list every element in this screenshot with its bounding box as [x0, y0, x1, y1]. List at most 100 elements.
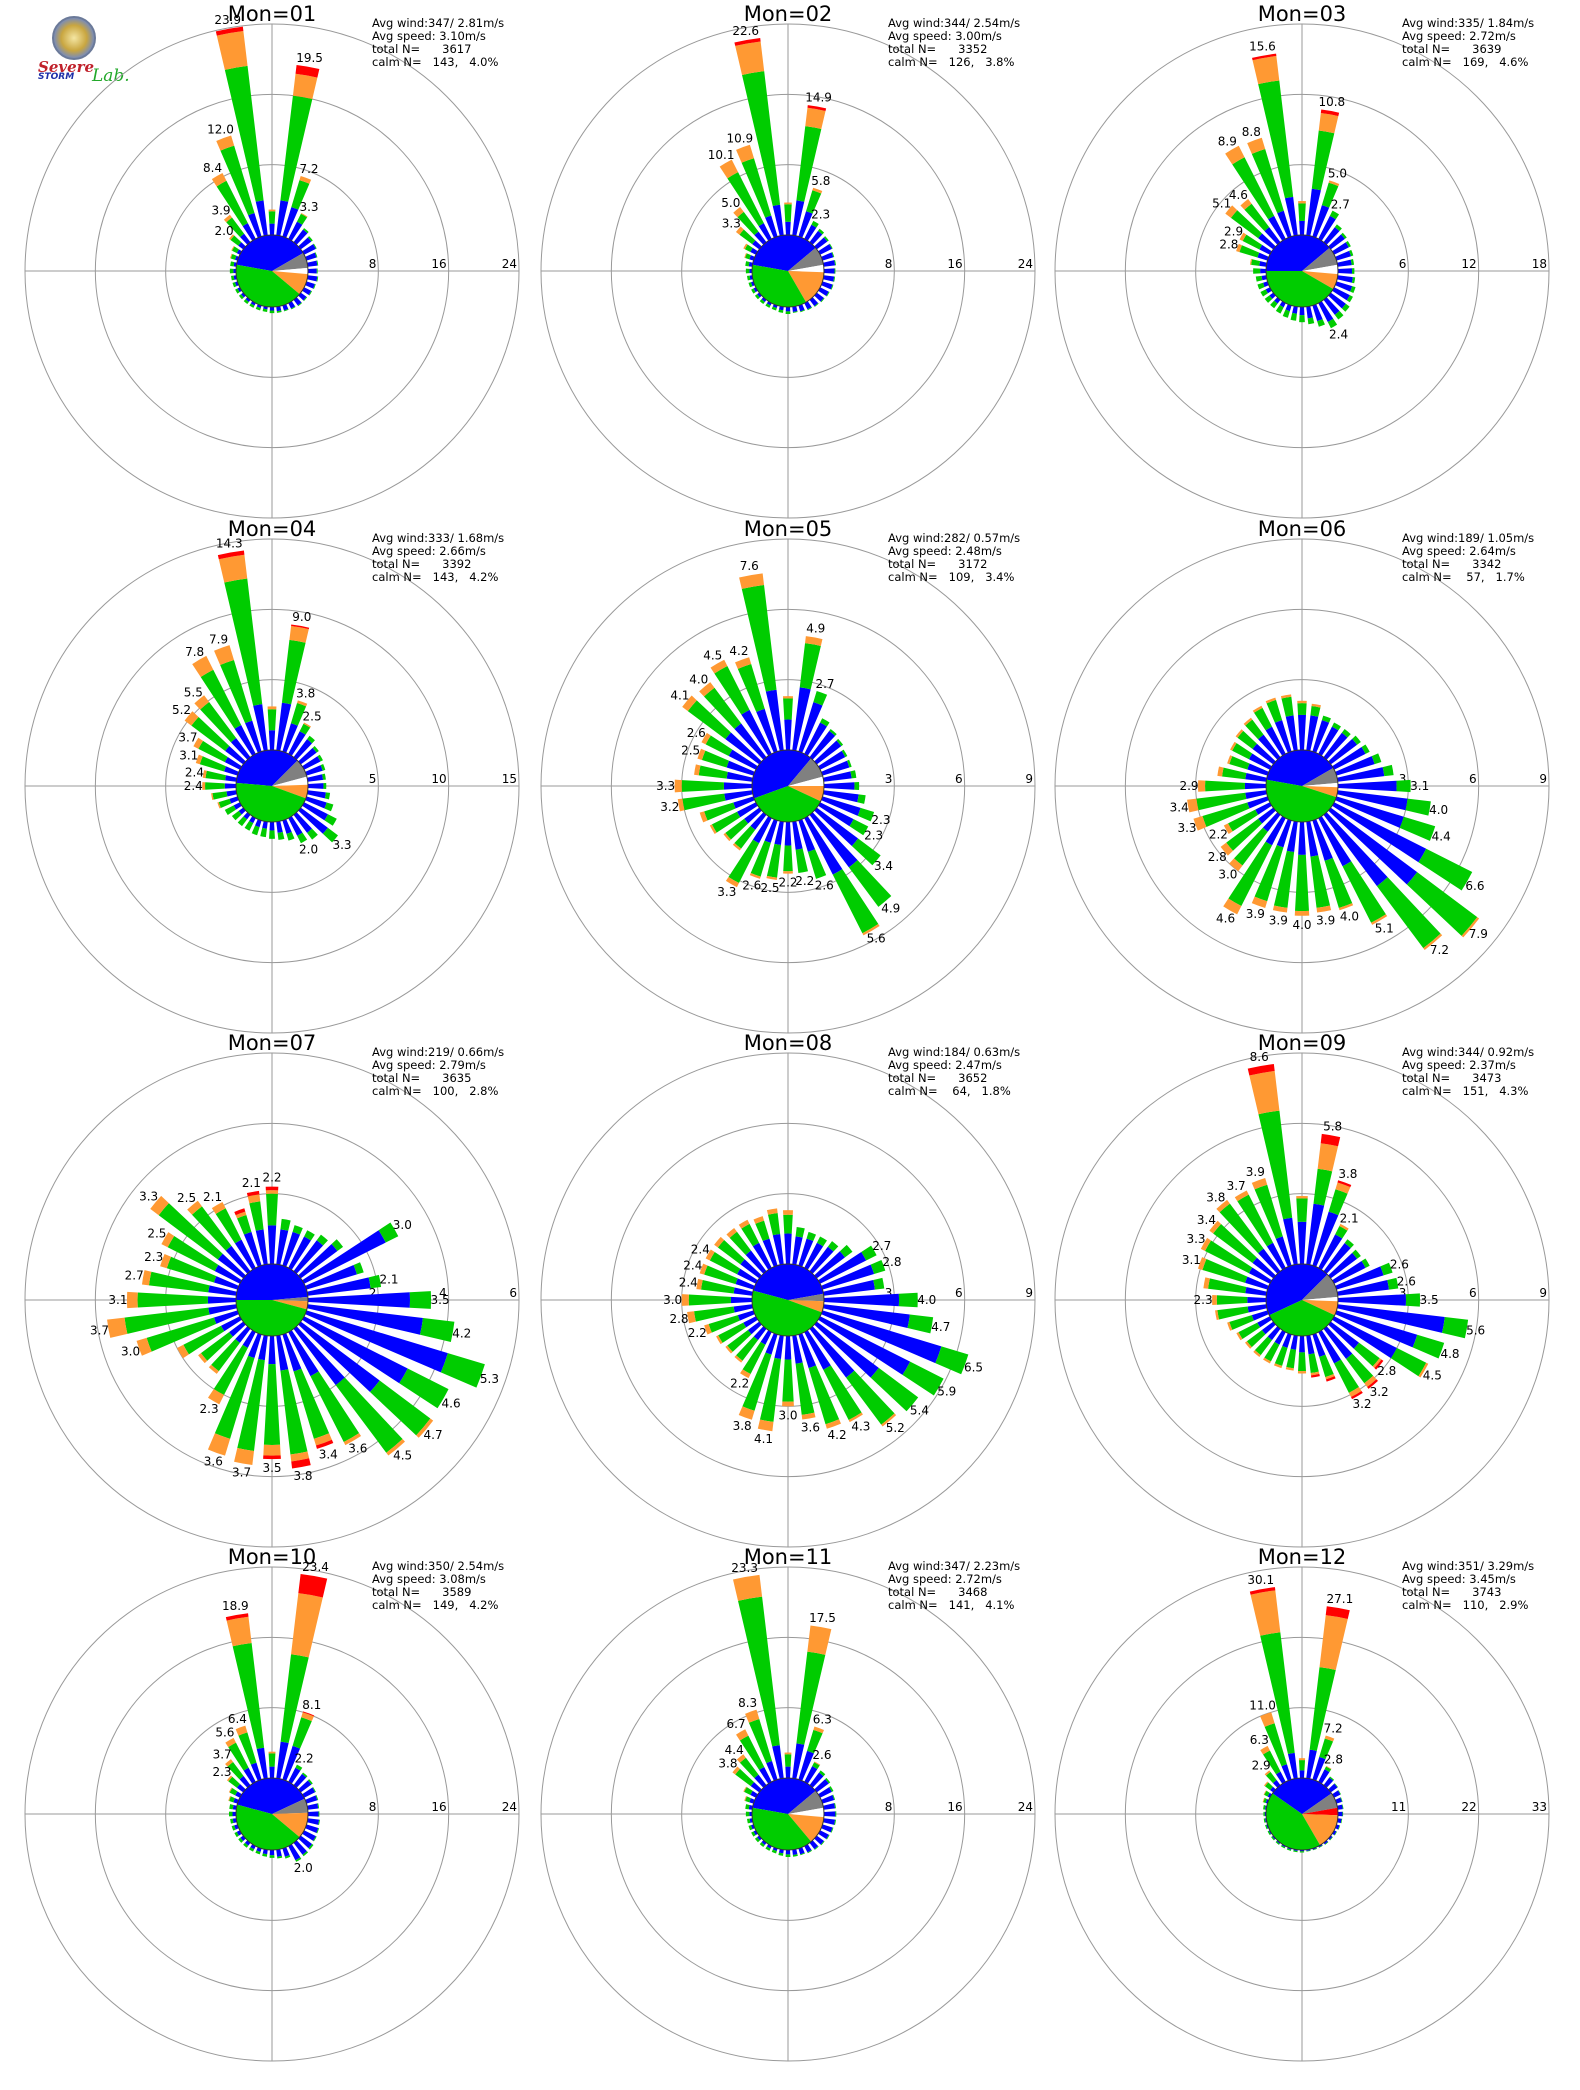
bar-10-speed-2 [796, 1651, 826, 1745]
bar-60-speed-1 [302, 1787, 316, 1798]
bar-190-speed-3 [757, 1419, 774, 1432]
bar-330-speed-2 [1254, 707, 1273, 731]
bar-140-speed-1 [1323, 1840, 1328, 1845]
bar-160-speed-1 [798, 1333, 817, 1369]
bar-140-speed-2 [302, 1851, 309, 1857]
bar-120-speed-2 [902, 1361, 944, 1396]
bar-110-speed-2 [1412, 1334, 1445, 1359]
bar-270-speed-1 [207, 1296, 237, 1304]
bar-300-speed-3 [1239, 232, 1247, 242]
bar-260-speed-1 [733, 1304, 753, 1313]
bar-200-speed-3 [1273, 1363, 1283, 1369]
direction-value-label: 3.2 [1352, 1397, 1371, 1411]
bar-0-speed-2 [268, 211, 276, 224]
bar-220-speed-2 [734, 825, 756, 849]
bar-160-speed-2 [807, 849, 827, 879]
bar-290-speed-2 [1263, 1798, 1268, 1804]
bar-60-speed-2 [1361, 744, 1370, 754]
bar-240-speed-1 [1255, 802, 1272, 815]
ring-label: 4 [439, 1286, 447, 1300]
bar-140-speed-1 [293, 812, 313, 833]
bar-20-speed-2 [1321, 182, 1339, 208]
bar-240-speed-2 [224, 805, 236, 815]
bar-290-speed-2 [1229, 756, 1250, 770]
bar-130-speed-1 [814, 1321, 879, 1378]
direction-value-label: 2.7 [125, 1269, 144, 1283]
stats-line: total N= 3342 [1402, 557, 1501, 571]
center-pie-speed_1 [236, 234, 304, 271]
bar-140-speed-2 [1334, 310, 1344, 320]
bar-220-speed-1 [761, 1840, 767, 1845]
bar-150-speed-1 [288, 1844, 301, 1861]
bar-0-speed-1 [269, 1766, 275, 1779]
bar-180-speed-2 [1295, 854, 1309, 912]
bar-140-speed-2 [1376, 877, 1441, 949]
direction-value-label: 17.5 [809, 1611, 836, 1625]
stats-line: Avg speed: 3.08m/s [372, 1572, 486, 1586]
bar-20-speed-1 [798, 1750, 814, 1781]
bar-90-speed-2 [318, 1811, 320, 1817]
bar-20-speed-1 [1312, 720, 1330, 753]
direction-value-label: 7.2 [299, 162, 318, 176]
bar-70-speed-2 [1380, 1262, 1393, 1276]
stats-line: Avg speed: 2.79m/s [372, 1058, 486, 1072]
bar-350-speed-1 [255, 1229, 268, 1265]
bar-320-speed-3 [1216, 1199, 1230, 1213]
ring-label: 24 [502, 257, 517, 271]
bar-250-speed-2 [748, 1825, 753, 1831]
bar-50-speed-2 [825, 1777, 831, 1784]
bar-230-speed-2 [231, 810, 242, 821]
direction-value-label: 8.1 [302, 1698, 321, 1712]
bar-80-speed-2 [322, 773, 326, 780]
bar-130-speed-1 [1328, 1321, 1359, 1349]
bar-230-speed-1 [241, 292, 246, 298]
bar-290-speed-2 [199, 756, 226, 772]
bar-220-speed-2 [759, 299, 765, 305]
direction-value-label: 5.8 [811, 174, 830, 188]
bar-300-speed-2 [198, 740, 228, 763]
bar-170-speed-3 [290, 1451, 310, 1462]
direction-value-label: 3.4 [1170, 801, 1189, 815]
ring-label: 8 [885, 1800, 893, 1814]
stats-line: total N= 3392 [372, 557, 471, 571]
center-pie-outline [751, 749, 825, 823]
bar-330-speed-1 [759, 1766, 772, 1784]
bar-20-speed-2 [292, 1717, 312, 1749]
bar-120-speed-2 [1418, 848, 1473, 891]
chart-title: Mon=05 [744, 517, 833, 541]
ring-label: 3 [1399, 1286, 1407, 1300]
bar-190-speed-2 [778, 309, 784, 313]
bar-340-speed-2 [1254, 1184, 1283, 1239]
center-pie-speed_3 [788, 786, 824, 802]
direction-value-label: 23.3 [731, 1561, 758, 1575]
bar-160-speed-2 [284, 1855, 291, 1859]
bar-270-speed-1 [730, 1296, 753, 1304]
bar-120-speed-2 [1346, 295, 1353, 303]
direction-value-label: 2.5 [147, 1227, 166, 1241]
bar-240-speed-2 [751, 1831, 756, 1837]
bar-280-speed-1 [225, 775, 237, 782]
direction-value-label: 19.5 [296, 51, 323, 65]
bar-230-speed-1 [1272, 1835, 1276, 1840]
bar-0-speed-1 [1299, 1770, 1305, 1779]
bar-220-speed-2 [237, 816, 248, 827]
bar-0-speed-2 [1298, 1760, 1306, 1771]
center-pie-speed_1 [236, 1264, 308, 1300]
lab-logo: Severe STORM Lab. [34, 16, 130, 86]
bar-30-speed-2 [820, 718, 830, 727]
bar-30-speed-2 [1324, 1766, 1332, 1773]
bar-260-speed-2 [1196, 792, 1247, 811]
bar-310-speed-2 [687, 700, 731, 740]
bar-310-speed-3 [226, 1775, 233, 1782]
ring-label: 6 [1469, 1286, 1477, 1300]
center-pie-calm [788, 1790, 824, 1814]
bar-90-speed-1 [1337, 1811, 1343, 1817]
bar-220-speed-3 [1229, 858, 1243, 872]
bar-350-speed-3 [216, 30, 248, 70]
ring-label: 8 [369, 257, 377, 271]
bar-150-speed-4 [1351, 1390, 1363, 1400]
bar-300-speed-1 [214, 1264, 242, 1284]
bar-130-speed-1 [1328, 292, 1346, 309]
bar-50-speed-2 [839, 1244, 853, 1258]
direction-value-label: 2.2 [688, 1326, 707, 1340]
